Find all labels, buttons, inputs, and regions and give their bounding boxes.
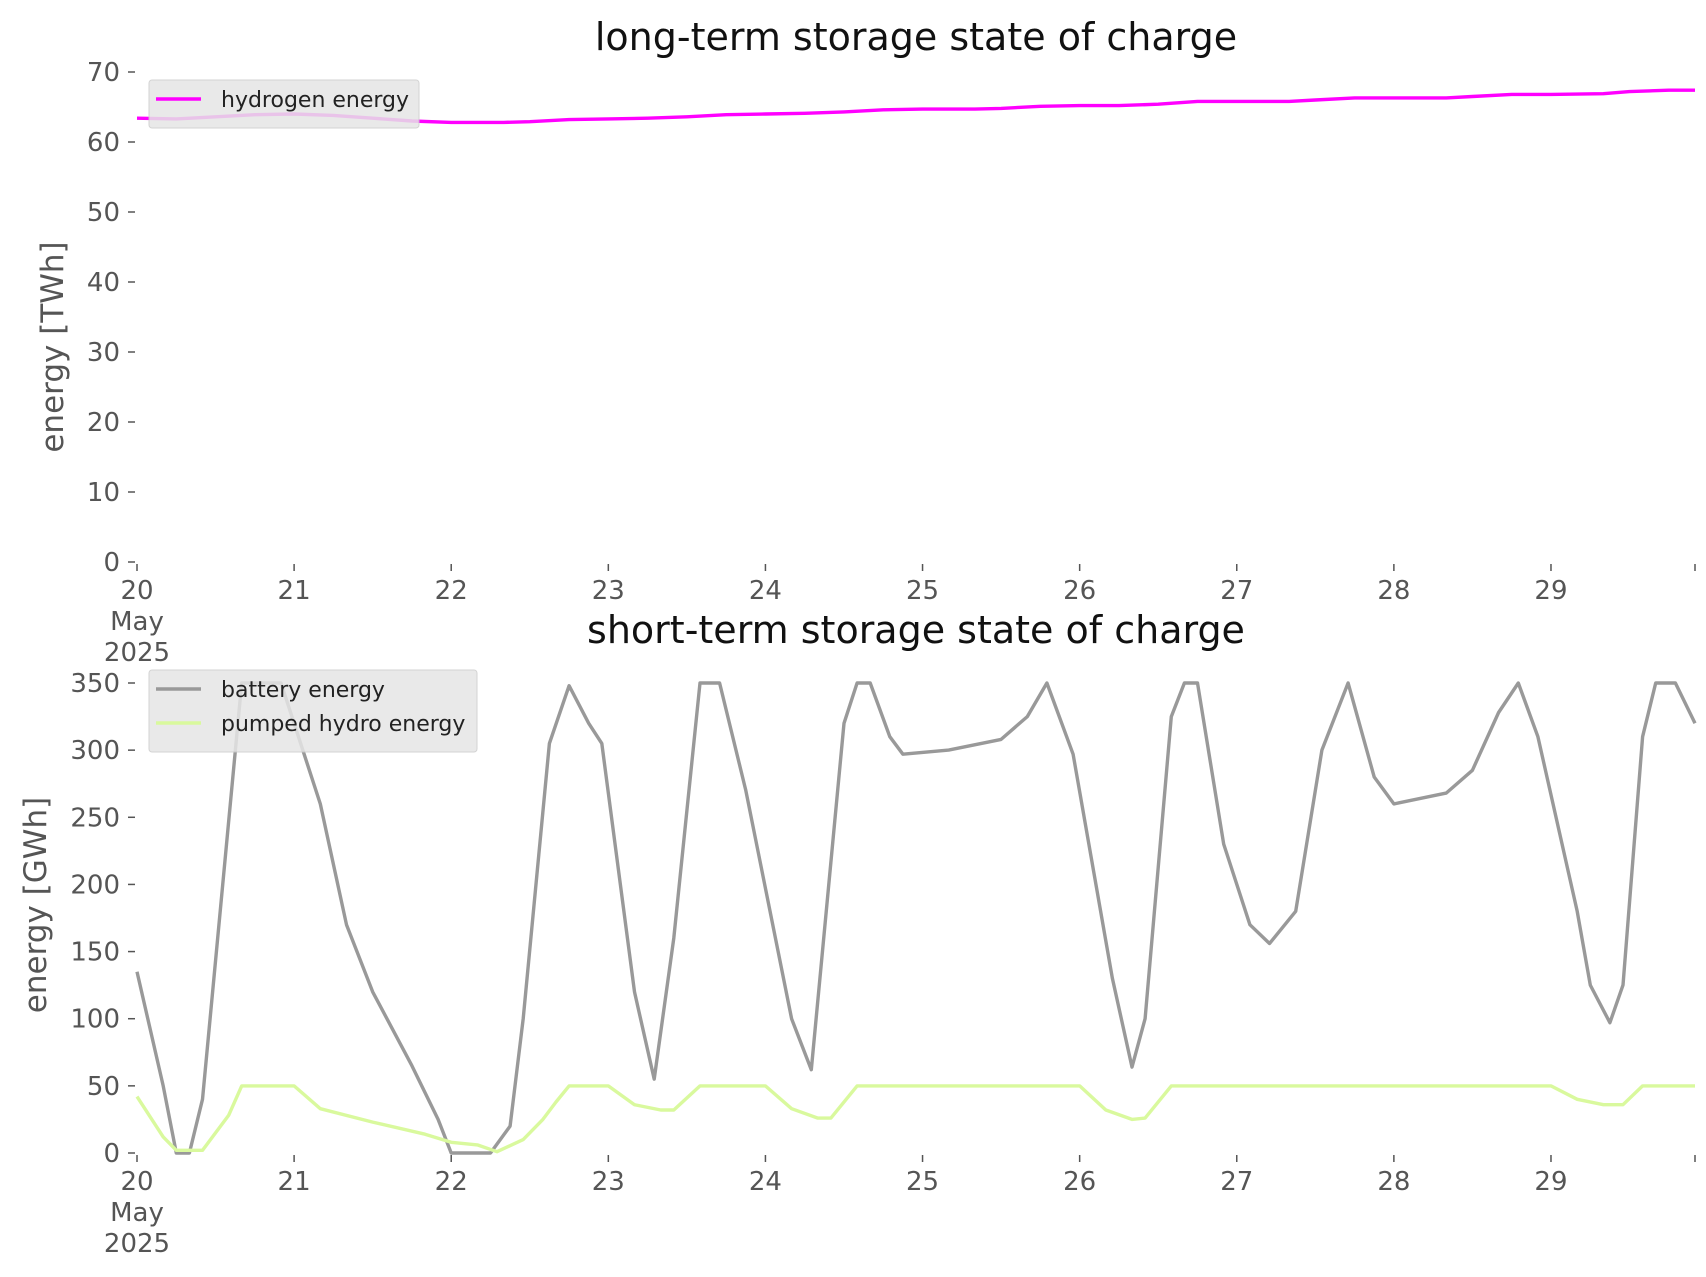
x-tick-label: 21 bbox=[278, 1167, 311, 1197]
long-term-chart: long-term storage state of charge energy… bbox=[35, 15, 1696, 668]
x-tick-label: 25 bbox=[906, 1167, 939, 1197]
x-tick-label: May bbox=[110, 1198, 164, 1228]
x-tick-label: 26 bbox=[1063, 576, 1096, 606]
x-tick-label: 27 bbox=[1220, 1167, 1253, 1197]
x-tick-label: 26 bbox=[1063, 1167, 1096, 1197]
x-tick-label: 21 bbox=[278, 576, 311, 606]
y-tick-label: 20 bbox=[87, 408, 120, 438]
x-tick-label: 2025 bbox=[104, 638, 170, 668]
y-tick-label: 70 bbox=[87, 58, 120, 88]
x-tick-label: 25 bbox=[906, 576, 939, 606]
y-tick-label: 50 bbox=[87, 1072, 120, 1102]
y-tick-label: 150 bbox=[70, 938, 120, 968]
x-tick-label: 29 bbox=[1534, 576, 1567, 606]
y-tick-label: 200 bbox=[70, 870, 120, 900]
y-tick-label: 50 bbox=[87, 198, 120, 228]
series-line bbox=[135, 681, 1697, 1155]
x-tick-label: 28 bbox=[1377, 576, 1410, 606]
x-tick-label: 24 bbox=[749, 576, 782, 606]
y-tick-label: 300 bbox=[70, 736, 120, 766]
y-tick-label: 60 bbox=[87, 128, 120, 158]
y-tick-label: 40 bbox=[87, 268, 120, 298]
legend-label: battery energy bbox=[221, 678, 385, 703]
legend-box bbox=[148, 669, 478, 753]
legend-label: hydrogen energy bbox=[221, 88, 409, 113]
x-tick-label: 22 bbox=[435, 1167, 468, 1197]
y-tick-label: 250 bbox=[70, 803, 120, 833]
y-tick-label: 350 bbox=[70, 669, 120, 699]
series-lines bbox=[135, 681, 1697, 1155]
y-axis-label: energy [TWh] bbox=[35, 241, 71, 452]
chart-title: long-term storage state of charge bbox=[595, 15, 1237, 59]
legend-label: pumped hydro energy bbox=[221, 712, 465, 737]
x-tick-label: 28 bbox=[1377, 1167, 1410, 1197]
x-tick-label: May bbox=[110, 607, 164, 637]
x-tick-label: 23 bbox=[592, 576, 625, 606]
legend: battery energy pumped hydro energy bbox=[148, 669, 478, 753]
y-tick-label: 100 bbox=[70, 1005, 120, 1035]
x-tick-label: 20 bbox=[120, 1167, 153, 1197]
x-tick-label: 29 bbox=[1534, 1167, 1567, 1197]
y-tick-label: 30 bbox=[87, 338, 120, 368]
legend: hydrogen energy bbox=[148, 79, 420, 129]
y-axis-label: energy [GWh] bbox=[18, 797, 54, 1013]
x-tick-label: 2025 bbox=[104, 1229, 170, 1259]
x-tick-label: 23 bbox=[592, 1167, 625, 1197]
y-tick-label: 10 bbox=[87, 478, 120, 508]
x-tick-label: 27 bbox=[1220, 576, 1253, 606]
y-tick-label: 0 bbox=[103, 1139, 120, 1169]
series-line bbox=[135, 1084, 1695, 1154]
chart-title: short-term storage state of charge bbox=[587, 608, 1245, 652]
short-term-chart: short-term storage state of charge energ… bbox=[18, 608, 1697, 1259]
y-tick-label: 0 bbox=[103, 548, 120, 578]
x-tick-label: 24 bbox=[749, 1167, 782, 1197]
x-tick-label: 22 bbox=[435, 576, 468, 606]
x-tick-label: 20 bbox=[120, 576, 153, 606]
legend-box bbox=[148, 79, 420, 129]
